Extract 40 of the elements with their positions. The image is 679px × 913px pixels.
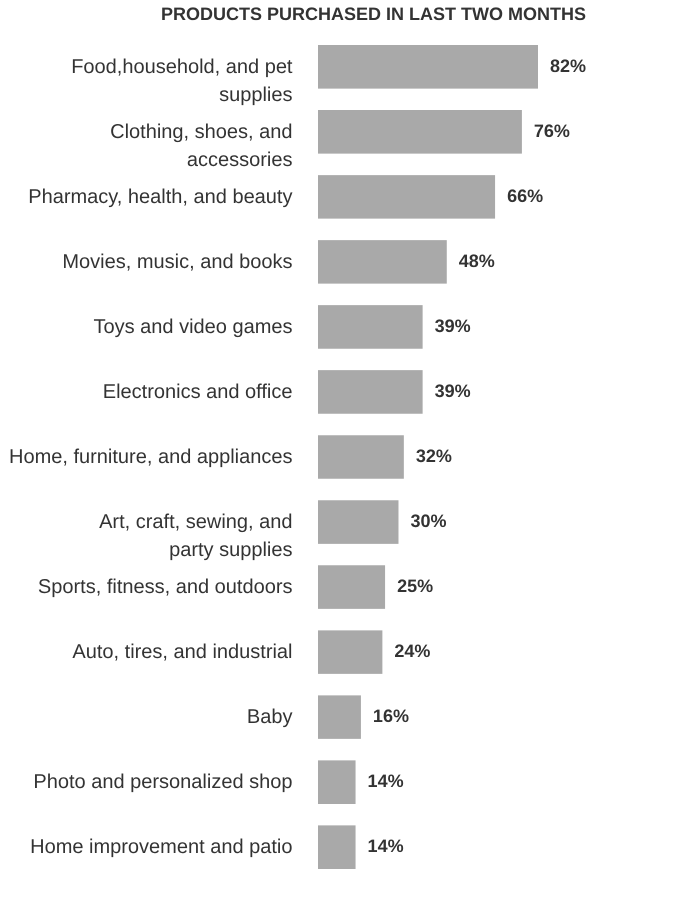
data-label: 76% (534, 120, 570, 141)
bar (318, 760, 356, 804)
y-tick-label: Auto, tires, and industrial (72, 641, 292, 664)
bar (318, 110, 522, 154)
bar (318, 825, 356, 869)
data-label: 66% (507, 186, 544, 206)
data-label: 39% (434, 380, 471, 401)
y-tick-label: Food,household, and pet supplies (71, 56, 293, 106)
data-label: 14% (368, 771, 404, 792)
chart-title: PRODUCTS PURCHASED IN LAST TWO MONTHS (161, 4, 586, 24)
data-label: 30% (410, 511, 447, 532)
y-tick-label: Home improvement and patio (30, 836, 292, 858)
data-label: 14% (368, 836, 404, 856)
bar (318, 240, 447, 284)
bar (318, 500, 398, 544)
y-tick-label: Sports, fitness, and outdoors (38, 576, 292, 598)
data-label: 16% (372, 706, 409, 726)
bar (318, 435, 404, 479)
y-tick-label: Home, furniture, and appliances (9, 446, 292, 468)
bar (318, 630, 382, 674)
y-tick-label: Movies, music, and books (62, 250, 292, 273)
bar (318, 45, 538, 89)
bar (318, 565, 386, 609)
y-tick-label: Toys and video games (93, 316, 292, 338)
y-tick-label: Photo and personalized shop (33, 771, 292, 794)
y-tick-label: Clothing, shoes, and accessories (110, 120, 292, 171)
data-label: 24% (394, 641, 430, 662)
bar (318, 175, 496, 219)
data-label: 32% (416, 446, 452, 466)
y-tick-label: Electronics and office (102, 380, 292, 403)
data-label: 25% (397, 576, 434, 596)
bar (318, 370, 423, 414)
bar (318, 695, 361, 739)
data-label: 82% (550, 56, 586, 76)
data-label: 39% (434, 316, 471, 336)
y-tick-label: Pharmacy, health, and beauty (28, 186, 292, 208)
bar (318, 305, 423, 349)
y-tick-label: Art, craft, sewing, and party supplies (99, 511, 292, 562)
data-label: 48% (458, 250, 495, 271)
y-tick-label: Baby (246, 706, 292, 728)
